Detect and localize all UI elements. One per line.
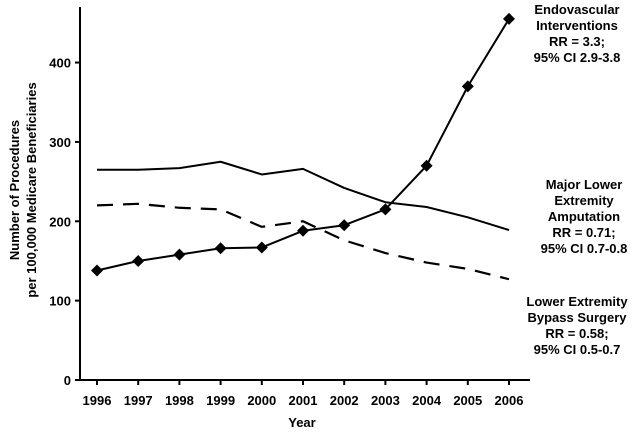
x-tick-label: 1996	[83, 393, 112, 408]
data-point-endovascular	[173, 248, 186, 261]
annotation-line: Amputation	[548, 209, 620, 224]
annotation-line: Extremity	[554, 193, 614, 208]
data-point-endovascular	[91, 264, 103, 277]
y-tick-label: 400	[49, 56, 71, 71]
y-axis-title: Number of Procedures per 100,000 Medicar…	[7, 82, 39, 297]
x-tick-label: 1999	[206, 393, 235, 408]
annotation-line: RR = 0.58;	[545, 326, 608, 341]
data-point-endovascular	[461, 80, 474, 93]
data-point-endovascular	[214, 242, 227, 255]
y-tick-label: 100	[49, 294, 71, 309]
x-tick-label: 2006	[495, 393, 524, 408]
annotation-line: Major Lower	[546, 177, 623, 192]
x-tick-label: 2002	[330, 393, 359, 408]
annotation-line: Bypass Surgery	[528, 310, 628, 325]
axes	[79, 7, 530, 381]
annotation-line: 95% CI 0.7-0.8	[541, 241, 628, 256]
y-axis-title-line-2: per 100,000 Medicare Beneficiaries	[24, 82, 39, 297]
series-line-amputation	[97, 160, 510, 231]
annotation-line: 95% CI 2.9-3.8	[534, 50, 621, 65]
x-axis-ticks: 1996 1997 1998 1999 2000 2001 2002 2003 2004 2005…	[83, 380, 524, 408]
y-axis-ticks: 0 100 200 300 400	[49, 56, 80, 388]
data-point-endovascular	[420, 159, 433, 172]
x-tick-label: 2004	[412, 393, 442, 408]
x-tick-label: 2001	[289, 393, 318, 408]
y-tick-label: 200	[49, 214, 71, 229]
x-tick-label: 1997	[124, 393, 153, 408]
x-axis-title: Year	[288, 415, 315, 430]
series-layer	[91, 12, 515, 281]
data-point-endovascular	[255, 241, 268, 254]
data-point-endovascular	[503, 12, 515, 25]
annotation-line: Interventions	[536, 18, 618, 33]
x-tick-label: 2003	[371, 393, 400, 408]
y-tick-label: 0	[64, 373, 71, 388]
annotation-line: 95% CI 0.5-0.7	[534, 342, 621, 357]
y-axis-title-line-1: Number of Procedures	[7, 120, 22, 260]
data-point-endovascular	[338, 219, 351, 232]
data-point-endovascular	[379, 203, 392, 216]
x-tick-label: 2005	[453, 393, 482, 408]
x-tick-label: 1998	[165, 393, 194, 408]
y-tick-label: 300	[49, 135, 71, 150]
x-tick-label: 2000	[247, 393, 276, 408]
data-point-endovascular	[132, 254, 145, 267]
annotation-line: RR = 3.3;	[549, 34, 605, 49]
series-line-bypass	[96, 202, 510, 281]
data-point-endovascular	[297, 224, 309, 237]
annotation-line: RR = 0.71;	[552, 225, 615, 240]
annotation-line: Endovascular	[534, 2, 619, 17]
annotation-line: Lower Extremity	[526, 294, 628, 309]
